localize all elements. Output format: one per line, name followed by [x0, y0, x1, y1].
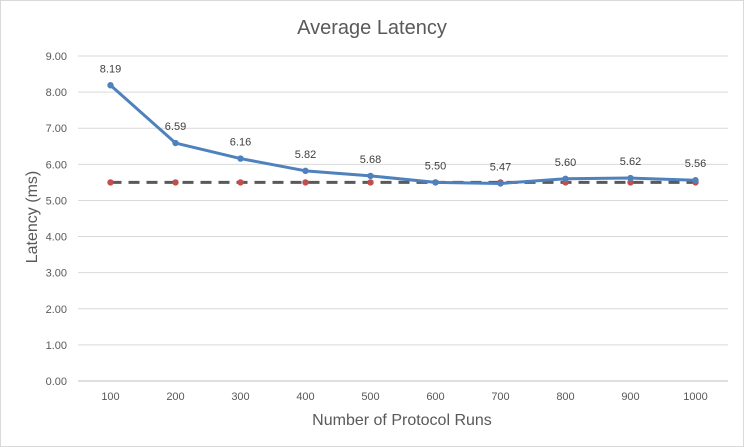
series-2-point — [367, 179, 374, 186]
x-tick-label: 500 — [361, 391, 379, 403]
series-1-point — [302, 167, 309, 175]
y-axis-title: Latency (ms) — [24, 171, 41, 263]
gridlines — [78, 55, 728, 382]
y-tick-label: 6.00 — [46, 159, 67, 171]
series-1-point — [627, 174, 634, 182]
y-tick-label: 9.00 — [46, 51, 67, 63]
y-tick-label: 2.00 — [46, 304, 67, 316]
x-tick-label: 300 — [231, 391, 249, 403]
data-label: 8.19 — [100, 63, 121, 75]
series-1-point — [107, 82, 114, 89]
x-axis-title: Number of Protocol Runs — [312, 412, 492, 429]
data-label: 5.47 — [490, 161, 511, 173]
y-tick-label: 3.00 — [46, 268, 67, 280]
y-tick-label: 1.00 — [46, 340, 67, 352]
series-group: 8.19 6.59 6.16 5.82 5.68 5.50 5.47 5.60 5.62 5.56 — [100, 63, 706, 187]
data-label: 5.60 — [555, 157, 576, 169]
series-2-point — [237, 179, 244, 186]
x-tick-label: 100 — [101, 391, 119, 403]
x-tick-label: 700 — [491, 391, 509, 403]
y-tick-label: 0.00 — [46, 376, 67, 388]
series-1-line — [109, 84, 696, 185]
chart-title: Average Latency — [297, 17, 447, 39]
data-label: 6.16 — [230, 137, 251, 149]
y-tick-label: 8.00 — [46, 87, 67, 99]
data-label: 5.68 — [360, 154, 381, 166]
x-tick-label: 600 — [426, 391, 444, 403]
series-1-point — [432, 179, 439, 186]
series-1-point — [562, 175, 569, 182]
data-label: 5.56 — [685, 158, 706, 170]
y-tick-label: 7.00 — [46, 123, 67, 135]
x-tick-label: 200 — [166, 391, 184, 403]
series-1-point — [367, 172, 374, 180]
y-tick-label: 5.00 — [46, 195, 67, 207]
series-2-point — [172, 179, 179, 186]
series-1-point — [497, 180, 504, 187]
x-tick-label: 800 — [556, 391, 574, 403]
series-1-point — [692, 177, 699, 184]
series-1-point — [237, 155, 244, 162]
x-axis-ticks: 100 200 300 400 500 600 700 800 900 1000 — [101, 391, 707, 403]
data-label: 5.82 — [295, 149, 316, 161]
x-tick-label: 400 — [296, 391, 314, 403]
data-label: 6.59 — [165, 121, 186, 133]
x-tick-label: 1000 — [683, 391, 707, 403]
data-label: 5.50 — [425, 160, 446, 172]
series-2-point — [107, 179, 114, 186]
y-tick-label: 4.00 — [46, 232, 67, 244]
series-1-point — [172, 139, 179, 147]
data-label: 5.62 — [620, 156, 641, 168]
y-axis-ticks: 0.00 1.00 2.00 3.00 4.00 5.00 6.00 7.00 8.00 9.00 — [46, 51, 67, 388]
x-tick-label: 900 — [621, 391, 639, 403]
series-2-point — [302, 179, 309, 186]
